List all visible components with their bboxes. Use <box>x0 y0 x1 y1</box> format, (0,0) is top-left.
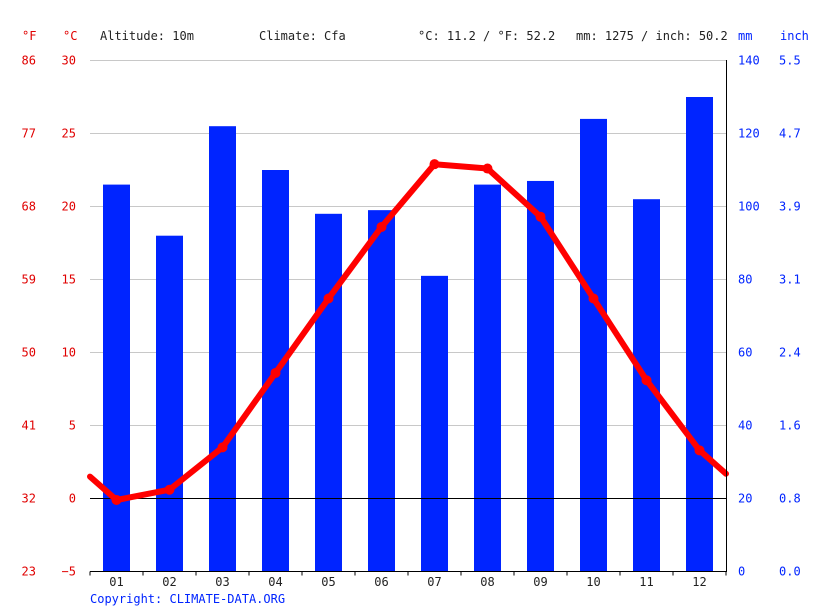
temperature-point-05 <box>323 293 334 304</box>
temperature-point-12 <box>694 445 705 456</box>
month-label: 06 <box>374 575 388 589</box>
celsius-tick-label: −5 <box>62 565 76 579</box>
celsius-tick-label: 15 <box>62 273 76 287</box>
month-label: 09 <box>533 575 547 589</box>
month-label: 10 <box>586 575 600 589</box>
temperature-point-03 <box>217 442 228 453</box>
month-label: 02 <box>162 575 176 589</box>
fahrenheit-tick-label: 68 <box>22 200 36 214</box>
mm-tick-label: 20 <box>738 492 752 506</box>
celsius-tick-label: 0 <box>69 492 76 506</box>
fahrenheit-tick-label: 23 <box>22 565 36 579</box>
temperature-point-09 <box>535 211 546 222</box>
precipitation-bar-07 <box>421 275 448 572</box>
temperature-point-06 <box>376 221 387 232</box>
axis-tick-labels: 8677685950413223302520151050−51401201008… <box>22 54 801 579</box>
month-label: 12 <box>692 575 706 589</box>
fahrenheit-tick-label: 59 <box>22 273 36 287</box>
month-label: 01 <box>109 575 123 589</box>
mm-tick-label: 40 <box>738 419 752 433</box>
mm-tick-label: 100 <box>738 200 760 214</box>
month-label: 08 <box>480 575 494 589</box>
celsius-tick-label: 25 <box>62 127 76 141</box>
precipitation-bar-08 <box>474 184 501 572</box>
inch-unit-label: inch <box>780 29 809 43</box>
temperature-average-label: °C: 11.2 / °F: 52.2 <box>418 29 555 43</box>
precipitation-bar-06 <box>368 210 395 572</box>
temperature-point-11 <box>641 375 652 386</box>
celsius-unit-label: °C <box>63 29 77 43</box>
inch-tick-label: 4.7 <box>779 127 801 141</box>
celsius-tick-label: 20 <box>62 200 76 214</box>
inch-tick-label: 0.8 <box>779 492 801 506</box>
mm-tick-label: 120 <box>738 127 760 141</box>
copyright-label: Copyright: CLIMATE-DATA.ORG <box>90 592 285 606</box>
temperature-point-08 <box>482 163 493 174</box>
fahrenheit-tick-label: 41 <box>22 419 36 433</box>
precipitation-bar-10 <box>580 118 607 572</box>
fahrenheit-tick-label: 77 <box>22 127 36 141</box>
temperature-curve <box>87 161 729 503</box>
mm-tick-label: 0 <box>738 565 745 579</box>
inch-tick-label: 1.6 <box>779 419 801 433</box>
inch-tick-label: 3.1 <box>779 273 801 287</box>
temperature-point-02 <box>164 484 175 495</box>
temperature-point-01 <box>111 494 122 505</box>
gridlines <box>90 60 726 499</box>
temperature-point-07 <box>429 159 440 170</box>
month-labels: 01 02 03 04 05 06 07 08 09 10 11 12 <box>89 571 727 589</box>
celsius-tick-label: 5 <box>69 419 76 433</box>
fahrenheit-unit-label: °F <box>22 29 36 43</box>
precipitation-bar-11 <box>633 199 660 572</box>
climate-label: Climate: Cfa <box>259 29 346 43</box>
temperature-line <box>87 159 729 505</box>
fahrenheit-tick-label: 50 <box>22 346 36 360</box>
mm-tick-label: 140 <box>738 54 760 68</box>
celsius-tick-label: 10 <box>62 346 76 360</box>
month-label: 07 <box>427 575 441 589</box>
month-label: 03 <box>215 575 229 589</box>
fahrenheit-tick-label: 32 <box>22 492 36 506</box>
mm-unit-label: mm <box>738 29 752 43</box>
altitude-label: Altitude: 10m <box>100 29 194 43</box>
inch-tick-label: 5.5 <box>779 54 801 68</box>
celsius-tick-label: 30 <box>62 54 76 68</box>
chart-axes <box>90 60 727 572</box>
precipitation-bar-03 <box>209 126 236 572</box>
inch-tick-label: 2.4 <box>779 346 801 360</box>
precipitation-bar-12 <box>686 97 713 572</box>
mm-tick-label: 80 <box>738 273 752 287</box>
precipitation-bar-01 <box>103 184 130 572</box>
precipitation-bar-09 <box>527 180 554 572</box>
month-label: 05 <box>321 575 335 589</box>
precipitation-bar-05 <box>315 213 342 572</box>
temperature-point-10 <box>588 293 599 304</box>
fahrenheit-tick-label: 86 <box>22 54 36 68</box>
month-label: 11 <box>639 575 653 589</box>
month-label: 04 <box>268 575 282 589</box>
temperature-point-04 <box>270 367 281 378</box>
precipitation-total-label: mm: 1275 / inch: 50.2 <box>576 29 728 43</box>
inch-tick-label: 0.0 <box>779 565 801 579</box>
precipitation-bar-02 <box>156 235 183 572</box>
mm-tick-label: 60 <box>738 346 752 360</box>
inch-tick-label: 3.9 <box>779 200 801 214</box>
precipitation-bars <box>103 97 713 572</box>
